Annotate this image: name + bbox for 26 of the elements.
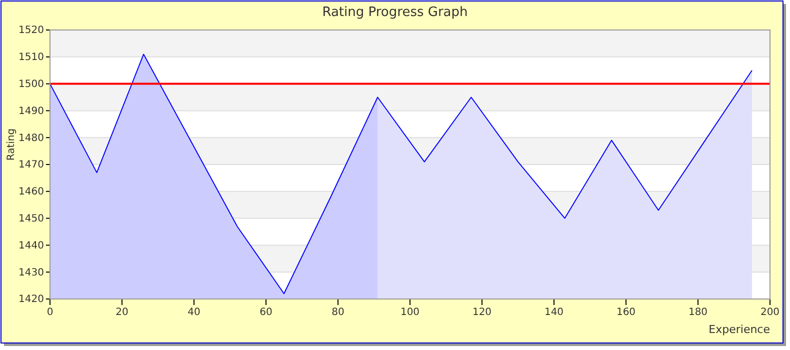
x-tick-label: 160 [616,307,636,318]
y-tick-label: 1430 [18,267,44,278]
x-tick-label: 180 [688,307,708,318]
x-tick-label: 200 [760,307,780,318]
x-tick-label: 40 [188,307,200,318]
y-tick-label: 1460 [18,186,44,198]
x-tick-label: 100 [400,307,420,318]
x-tick-label: 60 [260,307,272,318]
y-tick-label: 1510 [18,52,44,64]
line-series [50,54,752,294]
x-tick-label: 140 [544,307,564,318]
y-tick-label: 1480 [18,132,44,144]
chart-title: Rating Progress Graph [322,5,468,20]
x-tick-label: 120 [472,307,492,318]
y-tick-label: 1500 [18,79,44,90]
y-tick-label: 1470 [18,160,44,171]
y-tick-label: 1450 [18,214,44,224]
y-tick-label: 1440 [18,240,44,252]
y-tick-label: 1420 [18,294,44,306]
x-tick-label: 20 [116,307,128,318]
x-tick-label: 0 [46,307,54,318]
x-tick-label: 80 [332,307,344,318]
y-tick-label: 1490 [18,106,44,117]
x-axis-title: Experience [708,323,770,336]
y-tick-label: 1520 [18,25,44,36]
y-axis-title: Rating [6,128,17,161]
